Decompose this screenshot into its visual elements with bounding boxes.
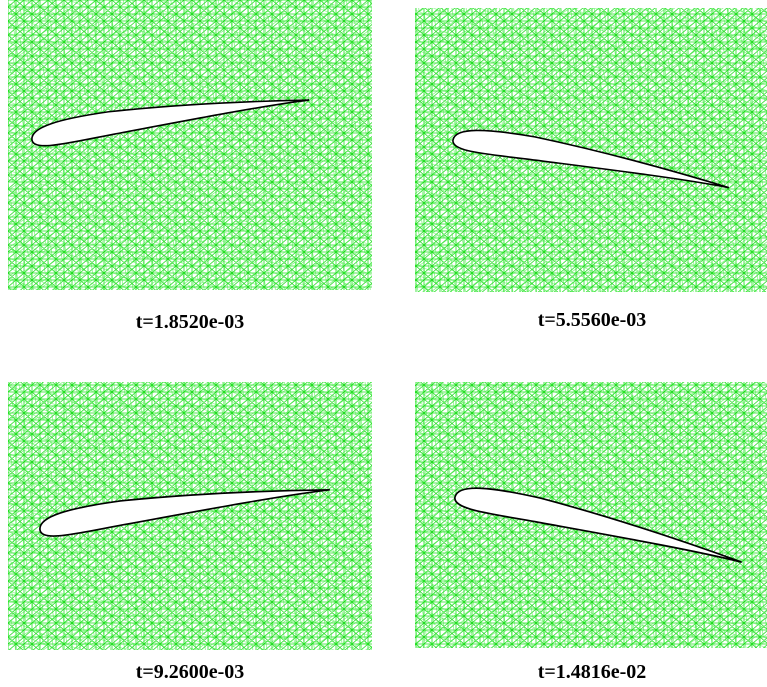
caption: t=5.5560e-03 — [538, 309, 647, 331]
mesh-panel — [415, 382, 767, 648]
caption: t=1.4816e-02 — [538, 661, 647, 683]
page: t=1.8520e-03 t=5.5560e-03 t=9.2600e-03 t… — [0, 0, 767, 687]
caption: t=9.2600e-03 — [136, 661, 245, 683]
caption: t=1.8520e-03 — [136, 311, 245, 333]
mesh-panel — [8, 382, 372, 650]
mesh-panel — [8, 0, 372, 290]
mesh-panel — [415, 8, 767, 292]
figure: t=1.8520e-03 t=5.5560e-03 t=9.2600e-03 t… — [0, 0, 767, 687]
